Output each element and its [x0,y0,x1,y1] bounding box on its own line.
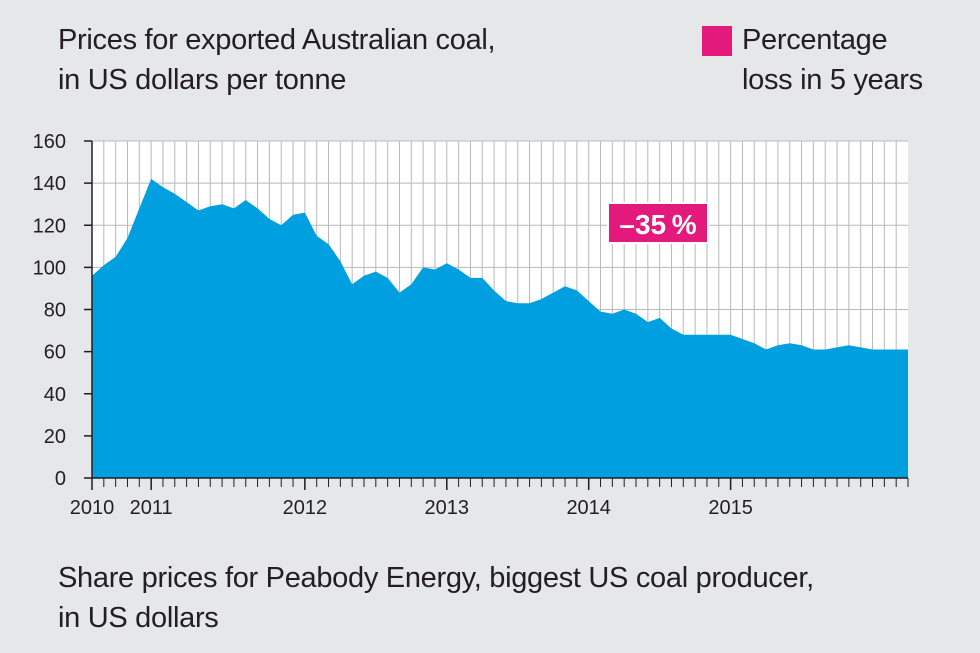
next-chart-title-line-2: in US dollars [58,602,219,634]
y-tick-label: 140 [33,173,66,195]
percentage-loss-annotation: –35 % [607,202,709,244]
legend-label-line-2: loss in 5 years [742,64,923,96]
x-tick-label: 2010 [70,497,115,519]
x-tick-label: 2011 [130,497,173,519]
y-tick-label: 40 [44,384,66,406]
x-tick-label: 2013 [425,497,470,519]
y-tick-label: 0 [55,468,66,490]
legend-label: Percentage loss in 5 years [742,20,923,100]
annotation-box [607,202,709,244]
chart-title: Prices for exported Australian coal, in … [58,20,496,100]
y-tick-label: 100 [33,257,66,279]
coal-price-area [92,178,908,478]
x-tick-label: 2014 [566,497,611,519]
next-chart-title: Share prices for Peabody Energy, biggest… [58,558,814,638]
x-tick-label: 2015 [708,497,753,519]
y-tick-label: 120 [33,215,66,237]
chart-title-line-1: Prices for exported Australian coal, [58,24,496,56]
legend-label-line-1: Percentage [742,24,888,56]
annotation-label: –35 % [619,209,696,240]
y-tick-label: 20 [44,426,66,448]
chart-title-line-2: in US dollars per tonne [58,64,347,96]
y-tick-label: 160 [33,131,66,153]
x-tick-label: 2012 [283,497,328,519]
y-tick-label: 60 [44,342,66,364]
chart-axes: 0 20 40 60 80 100 120 140 160 2010 2011 2012 2013 201… [33,131,909,519]
legend-swatch [702,26,732,56]
y-tick-label: 80 [44,300,66,322]
next-chart-title-line-1: Share prices for Peabody Energy, biggest… [58,562,814,594]
